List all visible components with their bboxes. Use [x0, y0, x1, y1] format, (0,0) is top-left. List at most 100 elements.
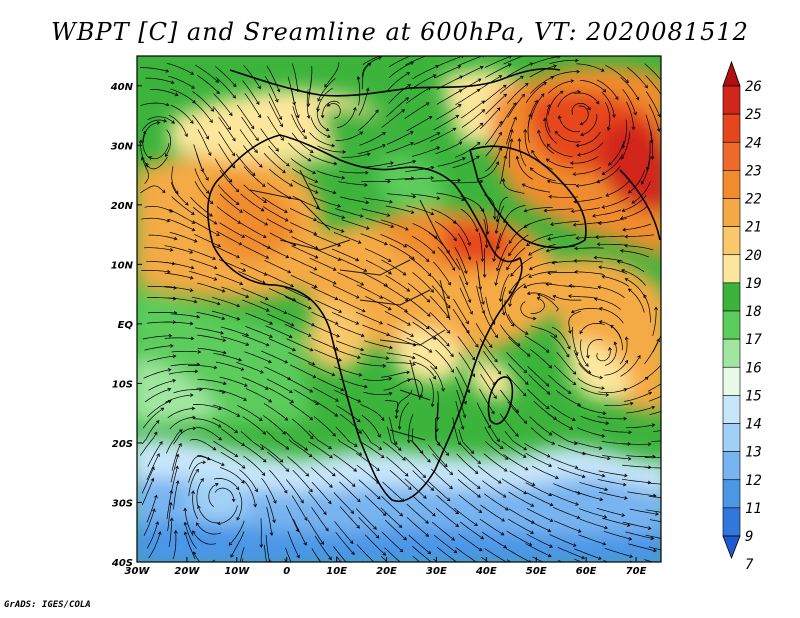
streamline-arrow: [156, 120, 161, 125]
streamline-arrow: [567, 390, 572, 394]
streamline: [311, 337, 339, 350]
streamline: [412, 321, 436, 340]
arabia-coastline: [469, 145, 587, 249]
streamline-arrow: [598, 320, 603, 324]
streamline-arrow: [288, 334, 293, 339]
streamline-arrow: [624, 473, 628, 478]
streamline-arrow: [407, 378, 412, 383]
streamline: [164, 245, 193, 254]
streamline: [431, 208, 457, 224]
streamline-arrow: [218, 436, 222, 441]
streamline-arrow: [236, 254, 240, 259]
streamline: [596, 347, 611, 362]
streamline: [624, 391, 652, 402]
streamline-arrow: [265, 386, 269, 390]
lon-tick-label: 30W: [125, 566, 151, 577]
streamline: [168, 114, 188, 137]
streamline-arrow: [159, 441, 163, 445]
streamline-arrow: [388, 391, 393, 396]
streamline-arrow: [328, 445, 332, 450]
streamline: [260, 443, 284, 463]
streamline: [386, 426, 402, 451]
streamline-arrow: [507, 63, 512, 67]
streamline: [629, 508, 659, 515]
streamline: [144, 345, 173, 351]
streamline-arrow: [385, 356, 390, 361]
streamline-arrow: [477, 494, 481, 498]
streamline-arrow: [570, 209, 575, 214]
colorbar-swatch: [722, 338, 741, 368]
streamline: [485, 93, 507, 115]
streamline-arrow: [645, 166, 650, 171]
streamline-arrow: [142, 130, 147, 135]
streamline-arrow: [520, 75, 524, 80]
streamline-arrow: [213, 265, 218, 270]
streamline-arrow: [382, 364, 387, 368]
streamline: [620, 206, 647, 219]
streamline: [506, 117, 517, 145]
streamline: [387, 160, 416, 168]
streamline: [622, 443, 651, 445]
streamline: [240, 222, 267, 238]
streamline-arrow: [213, 365, 218, 370]
lat-tick-label: EQ: [118, 320, 134, 331]
streamline: [479, 107, 501, 130]
streamline-arrow: [516, 342, 521, 347]
streamline-arrow: [654, 306, 658, 311]
streamline: [220, 467, 245, 484]
streamline: [547, 80, 574, 94]
streamline-arrow: [550, 222, 554, 227]
streamline-arrow: [577, 491, 581, 495]
streamline-arrow: [167, 399, 172, 404]
streamline-arrow: [571, 417, 576, 422]
streamline: [212, 106, 231, 130]
streamline: [335, 208, 363, 217]
streamline-arrow: [284, 489, 288, 494]
streamline: [287, 531, 300, 558]
streamline: [308, 430, 332, 449]
streamline: [569, 285, 598, 290]
streamline-arrow: [648, 391, 653, 396]
streamline: [546, 104, 551, 133]
streamline: [212, 245, 240, 258]
streamline: [555, 131, 581, 143]
streamline: [507, 363, 529, 385]
streamline: [525, 543, 552, 557]
streamline: [625, 278, 646, 299]
streamline: [313, 234, 341, 247]
streamline: [459, 275, 471, 303]
streamline: [148, 379, 176, 391]
streamline-arrow: [190, 265, 195, 270]
colorbar-swatch: [722, 310, 741, 340]
streamline-arrow: [545, 248, 550, 253]
streamline-arrow: [359, 214, 364, 218]
streamline-arrow: [494, 358, 498, 363]
streamline-arrow: [498, 146, 503, 151]
streamline-arrow: [624, 359, 629, 364]
streamline: [579, 518, 608, 529]
streamline-arrow: [361, 308, 366, 313]
streamline: [598, 388, 627, 393]
streamline-arrow: [585, 363, 589, 367]
streamline: [360, 353, 389, 359]
streamline: [620, 355, 641, 377]
streamline-arrow: [451, 537, 456, 541]
streamline: [147, 400, 172, 418]
streamline: [484, 493, 509, 511]
streamline: [456, 453, 478, 474]
lat-tick-label: 30N: [111, 141, 134, 152]
streamline-arrow: [547, 271, 551, 275]
streamline-arrow: [601, 205, 606, 209]
streamline: [363, 391, 392, 396]
streamline-arrow: [425, 102, 430, 106]
streamline: [189, 438, 216, 451]
streamline-arrow: [167, 368, 172, 372]
streamline-arrow: [264, 296, 269, 301]
streamline: [147, 312, 177, 314]
colorbar-label: 11: [745, 501, 762, 517]
streamline-arrow: [200, 478, 204, 482]
streamline: [548, 90, 564, 115]
streamline: [333, 546, 347, 562]
streamline-arrow: [674, 483, 677, 486]
